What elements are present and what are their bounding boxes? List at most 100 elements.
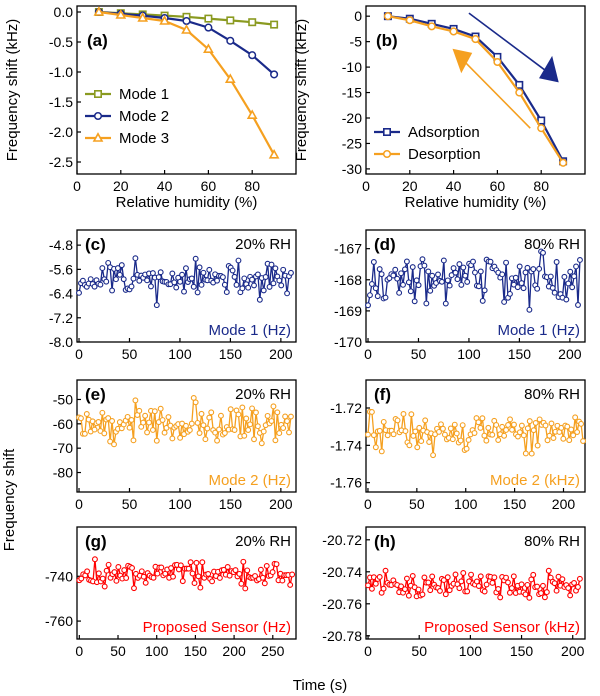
trace-point [407, 288, 414, 295]
trace-point [560, 435, 567, 442]
trace-point [107, 438, 114, 445]
trace-point [99, 409, 106, 416]
trace-point [206, 266, 213, 273]
trace-point [241, 432, 248, 439]
trace-point [442, 591, 449, 598]
trace-point [221, 281, 228, 288]
trace-point [435, 271, 441, 278]
y-tick-label: -10 [342, 59, 362, 75]
trace-point [405, 592, 412, 599]
trace-point [400, 410, 407, 417]
data-point [137, 12, 149, 22]
trace-point [503, 427, 510, 433]
x-tick-label: 100 [459, 643, 483, 659]
panel-label: (f) [374, 385, 391, 404]
trace-point [409, 264, 416, 270]
trace-point [245, 427, 252, 433]
trace-point [441, 431, 448, 438]
trace-point [240, 558, 247, 565]
trace-point [289, 571, 296, 578]
trace-point [202, 436, 209, 443]
x-tick-label: 40 [157, 178, 173, 194]
data-point [270, 70, 279, 79]
trace-point [190, 283, 197, 290]
trace-point [526, 418, 533, 425]
x-tick-label: 100 [457, 346, 481, 362]
trace-point [194, 419, 201, 426]
x-tick-label: 150 [503, 496, 527, 512]
trace-point [269, 569, 276, 576]
trace-point [541, 594, 548, 601]
trace-point [241, 275, 248, 282]
trace-point [138, 568, 145, 575]
trace-point [477, 424, 484, 431]
trace-point [242, 585, 249, 592]
trace-point [78, 415, 84, 422]
data-point [226, 16, 235, 25]
trace-point [121, 567, 128, 574]
trace-point [559, 576, 566, 583]
trace-point [233, 281, 240, 288]
data-point [537, 124, 546, 133]
data-point [115, 9, 127, 19]
x-tick-label: 80 [244, 178, 260, 194]
rh-annotation: 80% RH [524, 386, 580, 403]
plot-frame [76, 379, 297, 493]
trace-point [575, 302, 581, 308]
trace-point [179, 578, 186, 585]
trace-point [505, 422, 512, 428]
trace-point [260, 428, 267, 435]
y-tick-label: -2.0 [49, 124, 73, 140]
trace-point [418, 438, 425, 445]
y-tick-label: -167 [334, 241, 362, 257]
y-tick-label: -2.5 [49, 154, 73, 170]
trace-point [403, 575, 410, 582]
trace-point [452, 571, 459, 578]
trace-point [538, 590, 544, 597]
signal-label: Proposed Sensor (kHz) [424, 619, 580, 636]
trace-point [475, 283, 482, 290]
trace-point [256, 296, 263, 303]
trace-point [516, 263, 523, 270]
trace-point [253, 409, 259, 416]
trace-point [195, 573, 202, 580]
trace-point [260, 287, 267, 294]
trace-point [390, 272, 397, 279]
panel-h: 0 50 100 150 200 -20.78 -20.76 -20.74 -20.72 (h) 8… [322, 526, 586, 659]
trace-point [511, 421, 517, 428]
trace-point [205, 570, 212, 577]
trace-point [470, 258, 476, 265]
trace-point [439, 425, 446, 432]
trace-point [464, 588, 471, 595]
trace-point [540, 582, 546, 589]
trace-point [578, 420, 585, 427]
x-tick-label: 80 [533, 178, 549, 194]
trace-point [95, 570, 102, 577]
trace-point [239, 404, 246, 411]
signal-label: Mode 1 (Hz) [497, 322, 580, 339]
x-tick-label: 200 [561, 643, 585, 659]
trace-point [372, 580, 379, 587]
x-tick-label: 100 [454, 496, 478, 512]
trace-point [258, 440, 265, 447]
trace-point [438, 278, 445, 285]
trace-point [188, 420, 195, 427]
trace-point [196, 264, 203, 271]
trace-point [481, 287, 488, 294]
trace-point [460, 264, 467, 271]
y-tick-label: -8.0 [49, 334, 73, 350]
trace-point [425, 268, 432, 275]
panel-label: (d) [374, 235, 396, 254]
trace-point [130, 275, 137, 282]
trace-point [468, 571, 474, 578]
trace-point [380, 585, 387, 592]
trace-point [442, 300, 449, 307]
trace-point [183, 422, 189, 429]
data-point [427, 22, 436, 31]
trace-point [487, 258, 494, 265]
time-trace [76, 556, 296, 592]
y-tick-label: -5 [350, 34, 363, 50]
trace-point [421, 262, 428, 269]
trace-point [528, 450, 535, 457]
trace-point [120, 276, 127, 283]
